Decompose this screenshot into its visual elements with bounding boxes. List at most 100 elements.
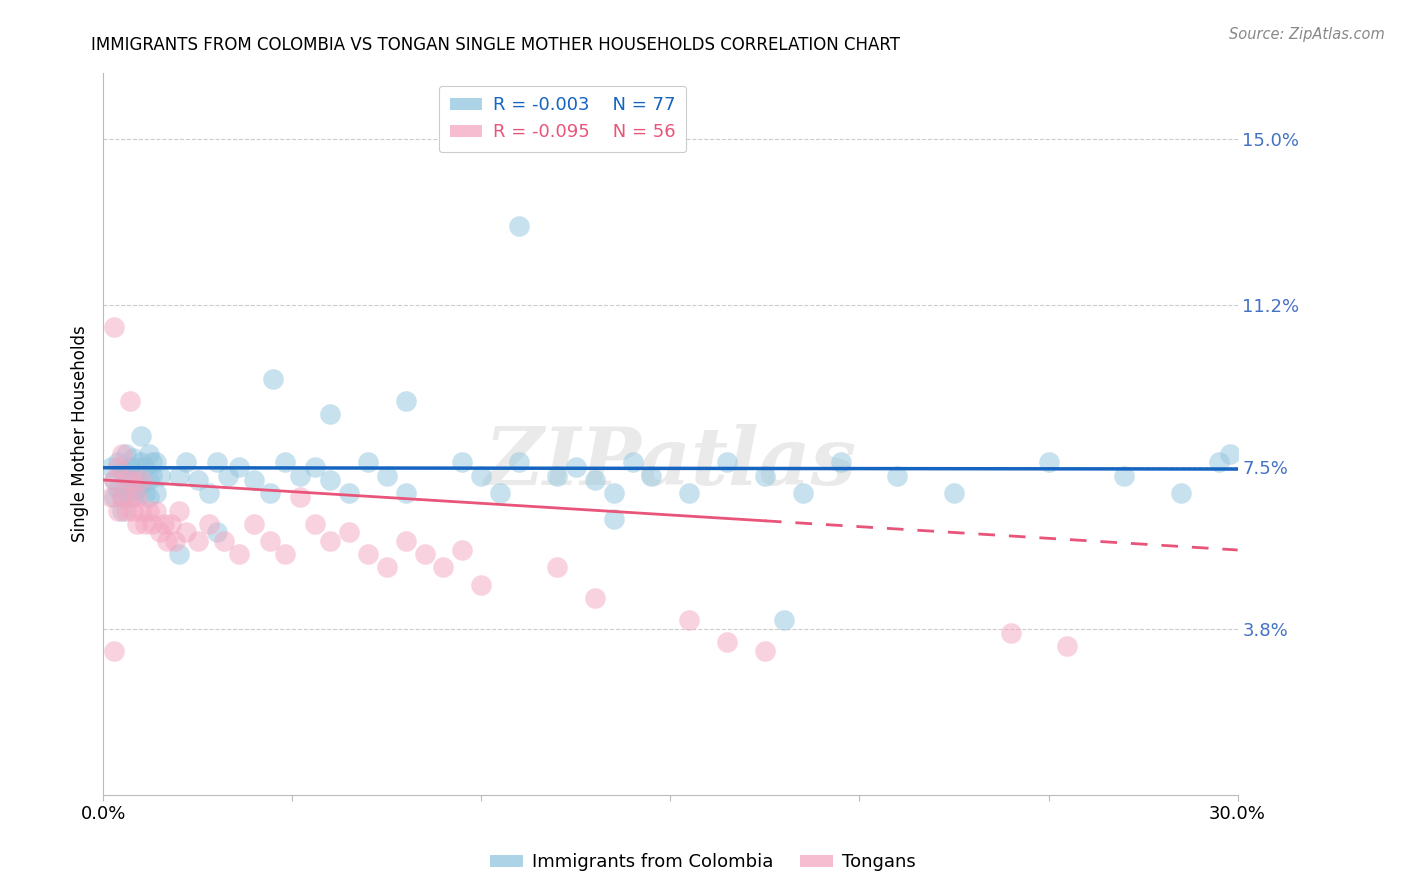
Point — [357, 547, 380, 561]
Point — [138, 491, 160, 505]
Point — [176, 525, 198, 540]
Point — [134, 459, 156, 474]
Point — [122, 473, 145, 487]
Point — [792, 486, 814, 500]
Point — [107, 455, 129, 469]
Point — [122, 473, 145, 487]
Legend: R = -0.003    N = 77, R = -0.095    N = 56: R = -0.003 N = 77, R = -0.095 N = 56 — [439, 86, 686, 153]
Point — [395, 394, 418, 409]
Point — [187, 534, 209, 549]
Text: IMMIGRANTS FROM COLOMBIA VS TONGAN SINGLE MOTHER HOUSEHOLDS CORRELATION CHART: IMMIGRANTS FROM COLOMBIA VS TONGAN SINGL… — [91, 36, 900, 54]
Point — [259, 534, 281, 549]
Y-axis label: Single Mother Households: Single Mother Households — [72, 326, 89, 542]
Point — [107, 503, 129, 517]
Point — [114, 447, 136, 461]
Point — [111, 491, 134, 505]
Point — [118, 394, 141, 409]
Point — [1038, 455, 1060, 469]
Point — [583, 591, 606, 606]
Point — [141, 455, 163, 469]
Point — [111, 447, 134, 461]
Point — [114, 503, 136, 517]
Point — [489, 486, 512, 500]
Point — [129, 477, 152, 491]
Point — [337, 525, 360, 540]
Text: Source: ZipAtlas.com: Source: ZipAtlas.com — [1229, 27, 1385, 42]
Point — [337, 486, 360, 500]
Point — [103, 491, 125, 505]
Point — [134, 516, 156, 531]
Point — [167, 547, 190, 561]
Point — [107, 482, 129, 496]
Legend: Immigrants from Colombia, Tongans: Immigrants from Colombia, Tongans — [484, 847, 922, 879]
Point — [243, 516, 266, 531]
Point — [1114, 468, 1136, 483]
Point — [1000, 626, 1022, 640]
Point — [1056, 640, 1078, 654]
Point — [375, 560, 398, 574]
Point — [1208, 455, 1230, 469]
Point — [138, 503, 160, 517]
Point — [141, 468, 163, 483]
Point — [103, 643, 125, 657]
Point — [1170, 486, 1192, 500]
Point — [103, 473, 125, 487]
Point — [122, 503, 145, 517]
Point — [304, 516, 326, 531]
Point — [678, 486, 700, 500]
Point — [451, 455, 474, 469]
Point — [114, 468, 136, 483]
Point — [288, 491, 311, 505]
Point — [754, 643, 776, 657]
Point — [304, 459, 326, 474]
Point — [111, 503, 134, 517]
Point — [273, 547, 295, 561]
Point — [198, 516, 221, 531]
Point — [546, 468, 568, 483]
Point — [156, 534, 179, 549]
Point — [886, 468, 908, 483]
Point — [243, 473, 266, 487]
Point — [138, 473, 160, 487]
Point — [508, 219, 530, 234]
Point — [565, 459, 588, 474]
Point — [228, 547, 250, 561]
Point — [602, 512, 624, 526]
Point — [111, 464, 134, 478]
Point — [273, 455, 295, 469]
Point — [134, 486, 156, 500]
Point — [100, 459, 122, 474]
Point — [508, 455, 530, 469]
Point — [319, 407, 342, 421]
Point — [129, 503, 152, 517]
Point — [678, 613, 700, 627]
Point — [114, 473, 136, 487]
Point — [111, 491, 134, 505]
Point — [205, 525, 228, 540]
Point — [107, 459, 129, 474]
Point — [357, 455, 380, 469]
Point — [217, 468, 239, 483]
Point — [167, 468, 190, 483]
Point — [118, 491, 141, 505]
Point — [145, 503, 167, 517]
Text: ZIPatlas: ZIPatlas — [484, 425, 856, 501]
Point — [772, 613, 794, 627]
Point — [122, 491, 145, 505]
Point — [640, 468, 662, 483]
Point — [141, 516, 163, 531]
Point — [127, 491, 149, 505]
Point — [259, 486, 281, 500]
Point — [395, 486, 418, 500]
Point — [583, 473, 606, 487]
Point — [149, 525, 172, 540]
Point — [451, 543, 474, 558]
Point — [413, 547, 436, 561]
Point — [100, 491, 122, 505]
Point — [127, 482, 149, 496]
Point — [122, 451, 145, 466]
Point — [943, 486, 966, 500]
Point — [319, 473, 342, 487]
Point — [470, 468, 492, 483]
Point — [288, 468, 311, 483]
